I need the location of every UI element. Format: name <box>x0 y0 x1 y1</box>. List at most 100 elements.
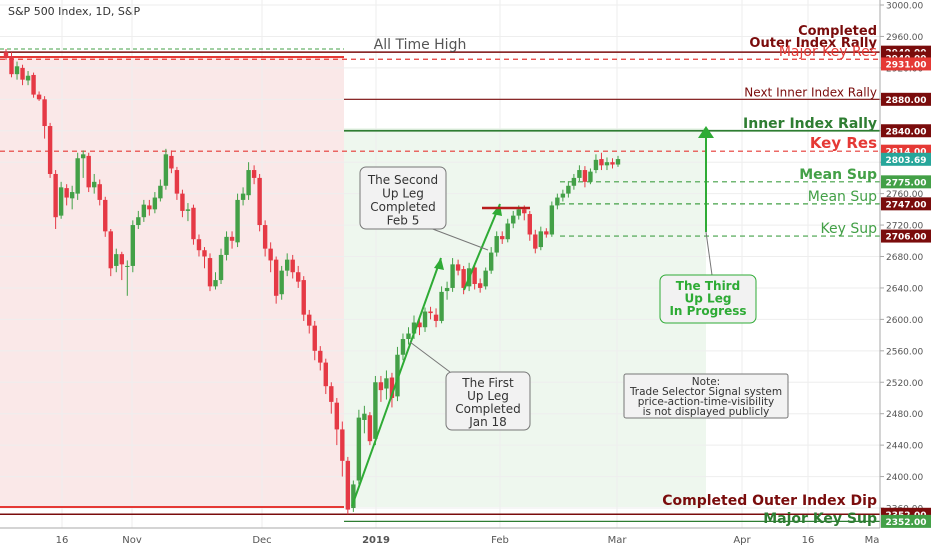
candle <box>560 189 566 202</box>
callout-line: Jan 18 <box>468 415 507 429</box>
candle <box>356 409 362 485</box>
candle <box>14 61 20 80</box>
price-badge-label: 2931.00 <box>886 60 927 70</box>
y-axis-bg <box>880 0 932 550</box>
candle <box>141 199 147 222</box>
price-badge <box>881 92 931 106</box>
first-leg-arrowhead <box>434 258 444 270</box>
candle-body <box>378 382 384 391</box>
candle-body <box>527 214 532 235</box>
level-label: Major Key Res <box>779 44 877 60</box>
candle-body <box>42 99 47 127</box>
candle <box>555 193 560 210</box>
candle <box>378 375 384 402</box>
x-tick-label: Ma <box>865 535 880 546</box>
candle-body <box>273 259 279 296</box>
candle-body <box>69 192 75 199</box>
x-tick-label: 16 <box>802 535 815 546</box>
candle <box>240 187 246 206</box>
candle <box>196 234 202 257</box>
candle-body <box>444 287 450 292</box>
candle-body <box>130 225 136 266</box>
candle <box>488 247 494 274</box>
candle <box>136 210 141 229</box>
candle-body <box>351 484 356 508</box>
candle <box>362 405 367 434</box>
candle-body <box>362 413 367 420</box>
candle <box>273 256 279 304</box>
candle <box>257 173 262 232</box>
candle <box>483 267 488 290</box>
candle <box>130 220 136 273</box>
candle <box>92 173 97 194</box>
candle <box>312 320 317 361</box>
candle <box>268 242 273 273</box>
callout-line: The Second <box>367 173 438 187</box>
candle <box>549 201 555 237</box>
candle <box>31 72 36 98</box>
candle-body <box>14 66 20 75</box>
candle-body <box>136 217 141 226</box>
candle <box>290 254 295 279</box>
candle <box>114 248 119 273</box>
callout-line: The First <box>461 376 514 390</box>
candle <box>296 265 301 288</box>
candle-body <box>75 158 80 194</box>
candle-body <box>218 254 224 281</box>
candle <box>351 480 356 512</box>
candle-body <box>571 177 577 186</box>
candle <box>593 154 599 174</box>
callout-line: Note: <box>692 376 720 388</box>
candle-body <box>312 325 317 351</box>
candle-body <box>80 154 86 159</box>
level-label: All Time High <box>374 37 467 53</box>
level-label: Mean Sup <box>799 167 877 183</box>
candle-body <box>450 264 455 288</box>
candle <box>246 162 251 200</box>
candle-body <box>268 248 273 261</box>
candle <box>64 184 69 206</box>
candle-body <box>180 193 185 211</box>
candle <box>174 166 180 200</box>
candle-body <box>284 259 290 271</box>
y-tick-label: 2560.00 <box>886 347 923 357</box>
y-tick-label: 2760.00 <box>886 190 923 200</box>
candle-body <box>20 67 25 80</box>
candle <box>538 226 544 251</box>
y-tick-label: 2520.00 <box>886 379 923 389</box>
price-badge-label: 2803.69 <box>886 156 927 166</box>
candle <box>229 231 235 249</box>
x-tick-label: 2019 <box>362 535 390 546</box>
candle-body <box>251 170 257 178</box>
third-leg-arrowhead <box>698 126 714 138</box>
y-tick-label: 2960.00 <box>886 33 923 43</box>
candle-body <box>240 193 246 200</box>
candle <box>582 166 588 188</box>
candle <box>279 265 284 300</box>
candle-body <box>158 185 163 199</box>
candle-body <box>417 322 422 328</box>
price-badge <box>881 57 931 71</box>
candle <box>207 253 213 292</box>
callout-line: In Progress <box>669 304 746 318</box>
candle <box>455 259 461 276</box>
candle <box>284 253 290 277</box>
candle-body <box>9 56 14 75</box>
candle <box>340 421 345 477</box>
candle-body <box>53 173 58 218</box>
y-tick-label: 2400.00 <box>886 473 923 483</box>
candle <box>439 286 444 324</box>
price-badge-label: 2747.00 <box>886 200 927 210</box>
y-tick-label: 2600.00 <box>886 316 923 326</box>
candle-body <box>301 280 306 315</box>
candle-body <box>516 209 521 216</box>
candle-body <box>422 311 428 328</box>
candle <box>147 199 152 216</box>
candle-body <box>262 225 268 249</box>
candle <box>152 192 158 214</box>
candle <box>80 150 86 178</box>
candle-body <box>599 159 604 166</box>
candle <box>20 64 25 86</box>
candle-body <box>25 75 31 81</box>
